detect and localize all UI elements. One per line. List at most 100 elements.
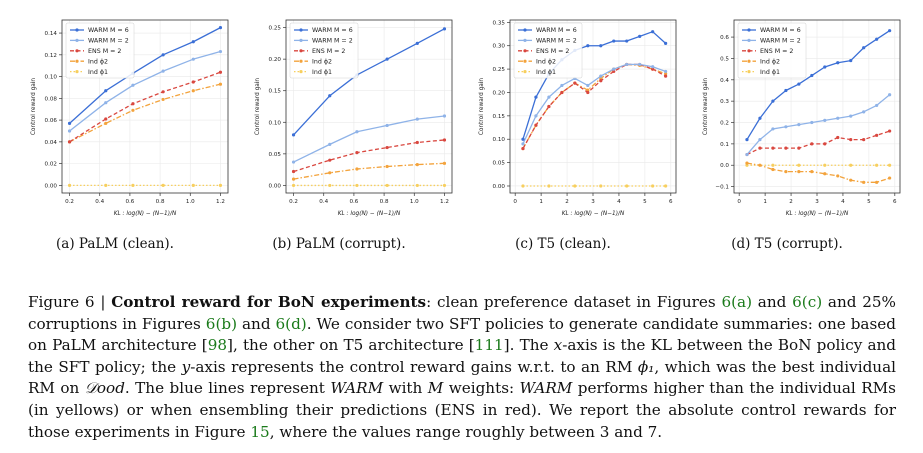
x-tick-label: 0.6 xyxy=(125,199,134,205)
y-tick-label: 0.00 xyxy=(493,184,506,190)
data-point xyxy=(218,70,223,74)
legend-box xyxy=(513,22,583,79)
y-tick-label: 0.5 xyxy=(720,56,729,62)
legend-box xyxy=(289,22,359,79)
x-tick-label: 3 xyxy=(815,199,819,205)
ref-fig-6c[interactable]: 6(c) xyxy=(792,293,823,311)
y-tick-label: 0.08 xyxy=(45,96,58,102)
y-tick-label: 0.02 xyxy=(45,162,57,168)
series-line xyxy=(69,71,221,143)
y-tick-label: 0.6 xyxy=(720,35,729,41)
data-point xyxy=(131,83,135,87)
legend-marker xyxy=(299,59,303,63)
y-tick-label: −0.1 xyxy=(715,185,729,191)
series-warm-m-6 xyxy=(67,26,223,125)
legend-marker xyxy=(75,38,79,43)
data-point xyxy=(664,72,668,76)
series-line xyxy=(293,115,445,163)
data-point xyxy=(161,53,165,57)
chart-d: −0.1 0.0 0.1 0.2 0.3 0.4 0.5 0.6 0 1 2 3 4 5 6 Control … xyxy=(703,19,901,217)
caption-math-dood: 𝒟ood xyxy=(84,379,125,398)
x-tick-label: 2 xyxy=(789,199,793,205)
x-axis-label: KL : log(N) − (N−1)/N xyxy=(562,211,625,217)
x-tick-label: 0.4 xyxy=(319,199,328,205)
data-point xyxy=(745,161,749,165)
data-point xyxy=(599,76,603,81)
series-ind-2 xyxy=(291,161,447,181)
y-tick-label: 0.10 xyxy=(269,120,282,126)
ref-cite-111[interactable]: 111 xyxy=(474,336,504,355)
ref-fig-6d[interactable]: 6(d) xyxy=(275,314,307,333)
subcaption-d: (d) T5 (corrupt). xyxy=(731,236,843,252)
x-tick-label: 0.8 xyxy=(156,199,165,205)
data-point xyxy=(599,74,603,78)
data-point xyxy=(771,127,775,131)
x-tick-label: 1.2 xyxy=(440,199,449,205)
data-point xyxy=(638,34,642,38)
ref-cite-98[interactable]: 98 xyxy=(207,336,228,355)
data-point xyxy=(191,57,195,61)
data-point xyxy=(355,150,359,155)
ref-fig-15[interactable]: 15 xyxy=(250,422,270,441)
x-tick-label: 0 xyxy=(737,199,741,205)
data-point xyxy=(442,183,447,188)
x-tick-label: 0.2 xyxy=(289,199,298,205)
data-point xyxy=(823,163,827,167)
data-point xyxy=(612,69,616,74)
data-point xyxy=(131,183,135,187)
data-point xyxy=(625,39,629,43)
data-point xyxy=(104,117,108,121)
data-point xyxy=(888,129,892,133)
chart-panel-b: 0.00 0.05 0.10 0.15 0.20 0.25 0.2 0.4 0.6 0.8 1.0 1… xyxy=(224,0,454,262)
y-tick-label: 0.30 xyxy=(493,44,506,50)
ref-fig-6a[interactable]: 6(a) xyxy=(721,293,753,311)
legend: WARM M = 6 WARM M = 2 ENS M = 2 Ind ϕ2 Ind ϕ… xyxy=(289,22,359,79)
legend-label: WARM M = 6 xyxy=(88,27,129,34)
data-point xyxy=(385,183,389,188)
caption-text: : clean preference dataset in Figures xyxy=(426,293,722,311)
ref-fig-6b[interactable]: 6(b) xyxy=(205,314,238,333)
chart-panel-a: 0.00 0.02 0.04 0.06 0.08 0.10 0.12 0.14 0.2 0.4 0.… xyxy=(0,0,230,262)
legend-marker xyxy=(747,28,751,32)
data-point xyxy=(547,95,551,99)
data-point xyxy=(849,178,853,182)
data-point xyxy=(291,183,296,188)
legend-box xyxy=(737,22,807,79)
legend-label: Ind ϕ2 xyxy=(760,58,780,65)
y-tick-label: 0.10 xyxy=(493,137,506,143)
series-line xyxy=(69,50,221,132)
chart-panel-d: −0.1 0.0 0.1 0.2 0.3 0.4 0.5 0.6 0 1 2 3 4 5 6 Control … xyxy=(672,0,902,262)
data-point xyxy=(875,37,879,41)
data-point xyxy=(218,49,223,54)
y-axis-label: Control reward gain xyxy=(255,78,261,136)
legend-label: Ind ϕ2 xyxy=(536,58,556,65)
data-point xyxy=(586,88,590,92)
x-tick-label: 4 xyxy=(617,199,621,205)
data-point xyxy=(797,163,801,167)
legend-marker xyxy=(299,70,303,74)
y-tick-label: 0.05 xyxy=(269,152,282,158)
data-point xyxy=(862,180,866,184)
data-point xyxy=(784,125,788,129)
data-point xyxy=(888,163,892,167)
data-point xyxy=(651,30,655,34)
series-warm-m-2 xyxy=(291,114,447,164)
legend-marker xyxy=(299,28,303,32)
data-point xyxy=(104,121,108,125)
y-axis-label: Control reward gain xyxy=(31,78,37,136)
y-tick-label: 0.05 xyxy=(493,161,506,167)
y-tick-label: 0.10 xyxy=(45,75,58,81)
data-point xyxy=(862,110,866,114)
x-tick-label: 0.8 xyxy=(380,199,389,205)
data-point xyxy=(104,101,108,105)
legend-marker xyxy=(75,70,79,74)
caption-italic-y: y xyxy=(181,357,191,376)
data-point xyxy=(625,184,629,188)
data-point xyxy=(651,67,655,71)
caption-text: , where the values range roughly between… xyxy=(269,422,663,441)
series-warm-m-2 xyxy=(521,62,668,146)
x-tick-label: 3 xyxy=(591,199,595,205)
data-point xyxy=(534,114,538,118)
x-tick-label: 4 xyxy=(841,199,845,205)
data-point xyxy=(664,74,668,78)
